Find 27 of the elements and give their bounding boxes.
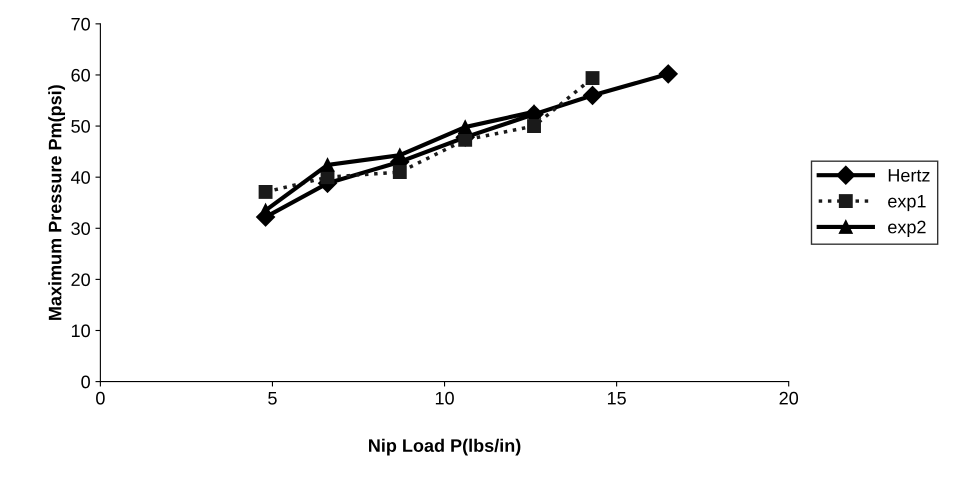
y-tick-label: 50 bbox=[71, 120, 90, 133]
y-tick-label: 30 bbox=[71, 222, 90, 235]
point bbox=[527, 119, 541, 134]
point bbox=[392, 165, 407, 180]
point bbox=[320, 158, 334, 172]
point bbox=[458, 132, 472, 147]
legend-label: Hertz bbox=[888, 169, 930, 182]
point bbox=[658, 64, 678, 84]
legend-label: exp2 bbox=[888, 220, 926, 237]
point bbox=[582, 86, 602, 105]
point bbox=[586, 71, 600, 85]
x-tick-label: 20 bbox=[780, 392, 798, 405]
y-tick-label: 10 bbox=[72, 324, 90, 338]
y-tick-label: 70 bbox=[72, 18, 90, 31]
y-tick-label: 60 bbox=[71, 68, 90, 82]
x-tick-label: 0 bbox=[96, 392, 105, 405]
x-tick-label: 10 bbox=[436, 392, 454, 405]
x-axis-title: Nip Load P(lbs/in) bbox=[369, 438, 520, 456]
point bbox=[458, 120, 472, 134]
legend-label: exp1 bbox=[888, 194, 926, 212]
y-tick-label: 0 bbox=[81, 376, 90, 388]
x-tick-label: 5 bbox=[268, 392, 277, 405]
point bbox=[258, 185, 273, 199]
y-axis-title: Maximum Pressure Pm(psi) bbox=[48, 85, 66, 320]
x-tick-label: 15 bbox=[608, 392, 626, 405]
y-tick-label: 20 bbox=[71, 273, 90, 286]
y-tick-label: 40 bbox=[70, 171, 90, 184]
